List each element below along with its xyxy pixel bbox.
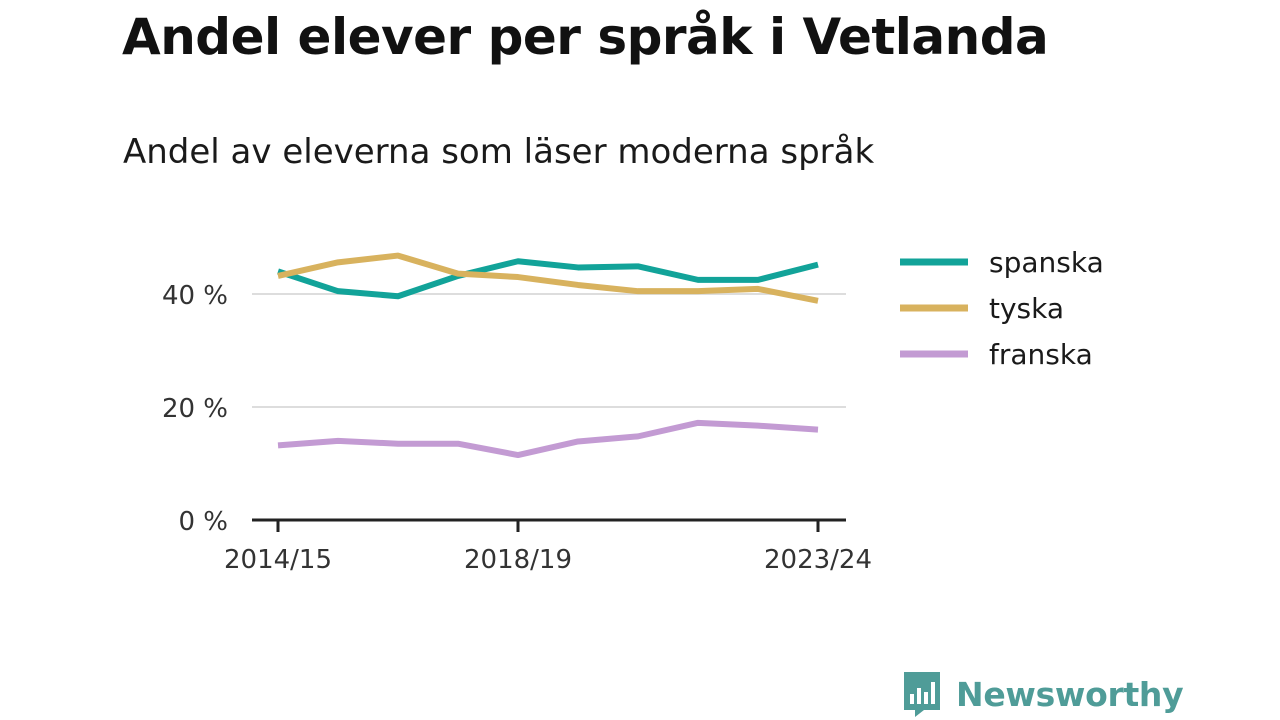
- chart-subtitle: Andel av eleverna som läser moderna språ…: [123, 132, 875, 172]
- legend-label-spanska: spanska: [989, 246, 1104, 279]
- y-axis: 0 % 20 % 40 %: [162, 281, 228, 537]
- bar-chart-speech-bubble-icon: [904, 672, 940, 717]
- series-line-tyska: [277, 252, 819, 304]
- x-tick-label: 2014/15: [224, 545, 332, 575]
- series-group: [277, 252, 819, 459]
- legend: spanska tyska franska: [900, 246, 1104, 371]
- brand-name: Newsworthy: [956, 674, 1184, 714]
- newsworthy-logo: Newsworthy: [902, 670, 1184, 718]
- x-axis: 2014/15 2018/19 2023/24: [224, 518, 872, 575]
- y-tick-label: 40 %: [162, 281, 228, 311]
- legend-label-tyska: tyska: [989, 292, 1064, 325]
- series-line-franska: [277, 419, 819, 459]
- y-tick-label: 0 %: [178, 507, 228, 537]
- y-tick-label: 20 %: [162, 394, 228, 424]
- x-tick-label: 2018/19: [464, 545, 572, 575]
- legend-label-franska: franska: [989, 338, 1093, 371]
- chart-title: Andel elever per språk i Vetlanda: [122, 8, 1049, 66]
- grid-lines: [252, 293, 846, 408]
- x-tick-label: 2023/24: [764, 545, 872, 575]
- series-line-spanska: [277, 258, 819, 300]
